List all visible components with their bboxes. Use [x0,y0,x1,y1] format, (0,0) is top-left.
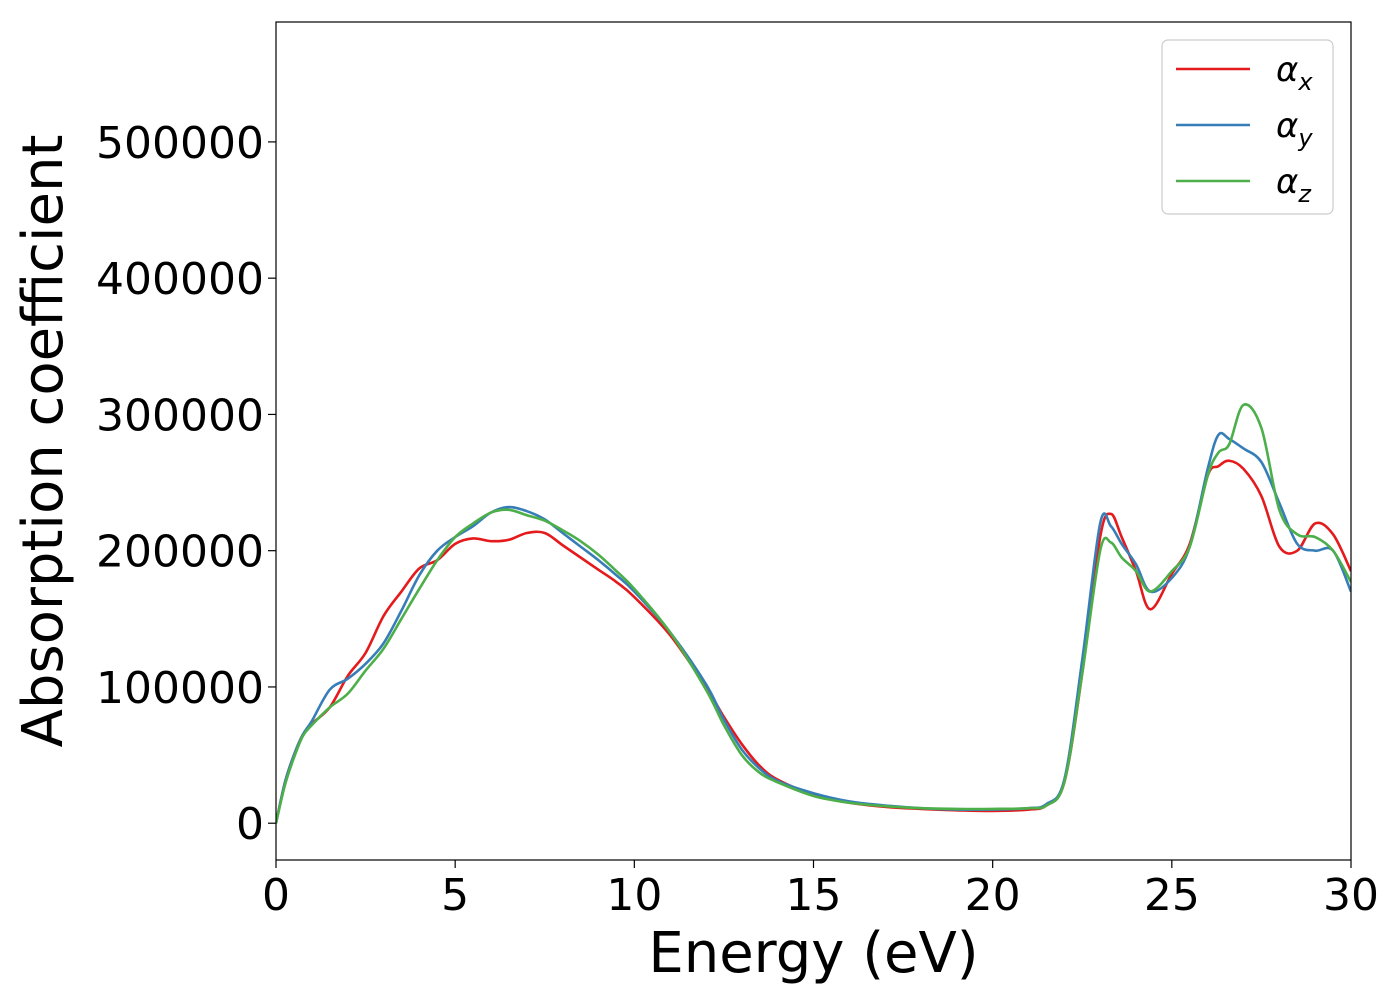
x-tick-label: 5 [441,870,469,921]
x-tick-label: 15 [786,870,842,921]
y-tick-label: 400000 [96,254,264,305]
legend-subscript: z [1297,180,1312,208]
x-axis-title: Energy (eV) [648,921,978,986]
x-tick-label: 20 [965,870,1021,921]
series-layer [276,403,1351,824]
legend-label-z: αz [1276,162,1312,208]
y-tick-label: 100000 [96,663,264,714]
series-line-z [276,403,1351,824]
y-axis-title: Absorption coefficient [11,135,76,748]
x-tick-label: 25 [1144,870,1200,921]
y-tick-label: 0 [236,799,264,850]
x-tick-label: 10 [606,870,662,921]
legend-subscript: y [1297,124,1313,152]
legend-symbol: α [1276,50,1298,90]
y-tick-label: 300000 [96,390,264,441]
legend-box [1161,39,1334,215]
legend-symbol: α [1276,162,1298,202]
legend-label-y: αy [1276,106,1313,152]
y-tick-label: 200000 [96,527,264,578]
y-tick-label: 500000 [96,118,264,169]
legend-subscript: x [1297,68,1313,96]
x-axis: 0 5 10 15 20 25 30 [262,860,1379,921]
x-tick-label: 0 [262,870,290,921]
y-axis: 0 100000 200000 300000 400000 500000 [96,118,276,850]
legend-symbol: α [1276,106,1298,146]
legend-label-x: αx [1276,50,1313,96]
x-tick-label: 30 [1323,870,1379,921]
